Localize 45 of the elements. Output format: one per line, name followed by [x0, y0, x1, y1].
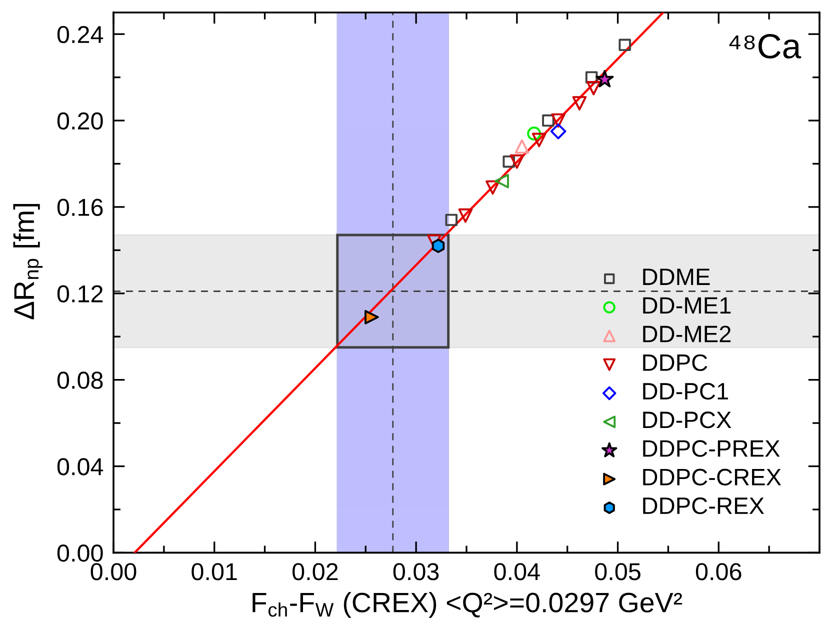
legend-label: DDPC-PREX — [643, 440, 780, 457]
point — [432, 238, 445, 254]
y-tick-label: 0.00 — [57, 544, 103, 562]
x-tick-label: 0.06 — [696, 563, 742, 580]
legend-label: DDPC-CREX — [643, 468, 782, 486]
x-tick-label: 0.05 — [595, 563, 640, 580]
point — [514, 139, 530, 154]
x-tick-label: 0.00 — [90, 563, 136, 580]
point — [618, 38, 631, 52]
point — [572, 96, 587, 110]
y-tick-label: 0.12 — [57, 285, 103, 302]
point — [586, 80, 601, 96]
point — [527, 126, 542, 140]
legend-label: DD-ME2 — [643, 326, 731, 342]
point — [458, 208, 473, 223]
point — [486, 180, 500, 195]
y-tick-label: 0.24 — [57, 26, 104, 44]
point — [502, 155, 515, 168]
point — [550, 123, 566, 140]
legend-label: DD-PCX — [643, 412, 732, 428]
legend-label: DD-PC1 — [643, 382, 728, 400]
legend-label: DDME — [643, 268, 710, 285]
legend-label: DDPC-REX — [643, 497, 764, 514]
x-tick-label: 0.04 — [494, 563, 540, 580]
point — [551, 113, 566, 128]
x-axis-title: F$_{ch}$-F$_{W}$ (CREX) <Q²>=0.0297 GeV² — [252, 592, 682, 618]
point — [596, 70, 614, 88]
point — [510, 154, 524, 169]
legend-label: DD-ME1 — [643, 297, 731, 314]
point — [364, 310, 379, 324]
point — [542, 114, 554, 127]
point — [445, 214, 458, 226]
y-tick-label: 0.04 — [57, 458, 104, 476]
point — [585, 71, 598, 84]
y-tick-label: 0.16 — [57, 198, 103, 216]
x-tick-label: 0.03 — [393, 563, 439, 580]
point — [532, 132, 546, 148]
legend-label: DDPC — [643, 354, 708, 372]
y-tick-label: 0.20 — [57, 112, 103, 130]
annotation: ⁴⁸Ca — [729, 34, 802, 59]
x-tick-label: 0.01 — [192, 563, 237, 580]
y-axis-title: ΔR$_{np}$ [fm] — [13, 204, 43, 320]
x-tick-label: 0.02 — [292, 563, 338, 580]
y-tick-label: 0.08 — [57, 372, 103, 389]
point — [494, 174, 509, 188]
